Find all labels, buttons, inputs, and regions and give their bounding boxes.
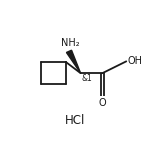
Text: NH₂: NH₂ bbox=[61, 38, 80, 48]
Text: OH: OH bbox=[128, 56, 143, 66]
Polygon shape bbox=[66, 50, 81, 73]
Text: HCl: HCl bbox=[65, 114, 85, 127]
Text: &1: &1 bbox=[81, 74, 92, 83]
Text: O: O bbox=[99, 99, 106, 108]
